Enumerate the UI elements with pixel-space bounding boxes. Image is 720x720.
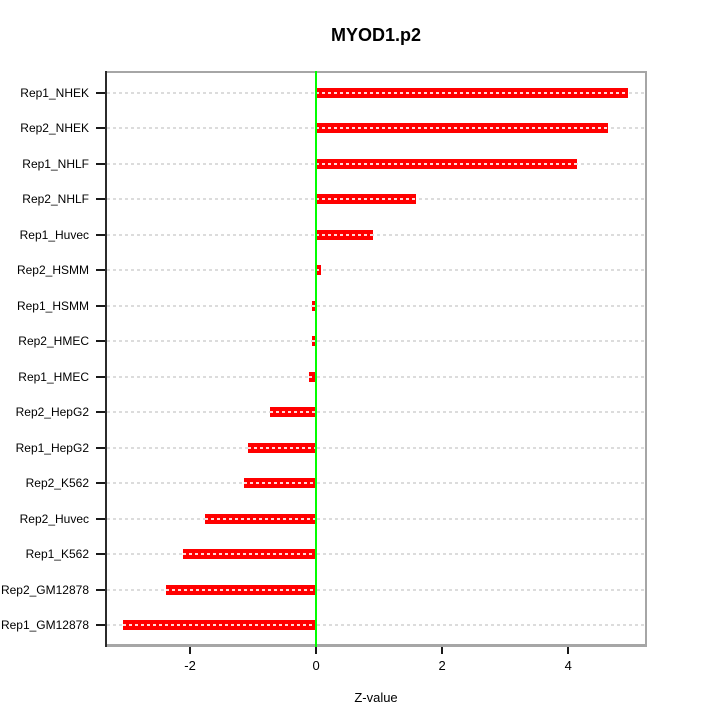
row-gridline bbox=[107, 411, 645, 414]
y-axis-tick bbox=[96, 482, 105, 485]
plot-border-top bbox=[105, 71, 647, 73]
bar-center-dash bbox=[316, 198, 417, 201]
row-gridline bbox=[107, 304, 645, 307]
x-axis-tick bbox=[315, 647, 318, 654]
row-gridline bbox=[107, 269, 645, 272]
y-axis-tick bbox=[96, 233, 105, 236]
y-axis-label: Rep1_HMEC bbox=[18, 369, 89, 384]
y-axis-tick bbox=[96, 269, 105, 272]
y-axis-tick bbox=[96, 517, 105, 520]
y-axis-label: Rep2_HepG2 bbox=[15, 405, 89, 420]
bar-center-dash bbox=[309, 375, 317, 378]
bar-rep2_hepg2 bbox=[270, 407, 317, 418]
y-axis-tick bbox=[96, 588, 105, 591]
y-axis-line bbox=[105, 71, 107, 647]
bar-rep1_hmec bbox=[309, 371, 317, 382]
y-axis-label: Rep2_NHEK bbox=[20, 121, 89, 136]
bar-rep1_k562 bbox=[182, 549, 317, 560]
bar-rep2_hmec bbox=[311, 336, 317, 347]
y-axis-tick bbox=[96, 411, 105, 414]
bar-center-dash bbox=[182, 553, 317, 556]
y-axis-tick bbox=[96, 446, 105, 449]
x-axis-tick bbox=[189, 647, 192, 654]
y-axis-tick bbox=[96, 375, 105, 378]
row-gridline bbox=[107, 553, 645, 556]
bar-center-dash bbox=[316, 91, 629, 94]
bar-rep1_nhek bbox=[316, 87, 629, 98]
x-axis-tick-label: -2 bbox=[184, 658, 196, 673]
y-axis-tick bbox=[96, 162, 105, 165]
y-axis-label: Rep2_HMEC bbox=[18, 334, 89, 349]
y-axis-label: Rep1_HepG2 bbox=[15, 440, 89, 455]
y-axis-tick bbox=[96, 127, 105, 130]
bar-center-dash bbox=[122, 624, 317, 627]
x-axis-tick bbox=[567, 647, 570, 654]
bar-rep1_gm12878 bbox=[122, 620, 317, 631]
row-gridline bbox=[107, 233, 645, 236]
y-axis-tick bbox=[96, 624, 105, 627]
bar-center-dash bbox=[270, 411, 317, 414]
row-gridline bbox=[107, 624, 645, 627]
y-axis-tick bbox=[96, 198, 105, 201]
bar-center-dash bbox=[311, 340, 317, 343]
y-axis-tick bbox=[96, 304, 105, 307]
y-axis-label: Rep2_NHLF bbox=[22, 192, 89, 207]
plot-border-bottom bbox=[105, 644, 647, 647]
y-axis-tick bbox=[96, 553, 105, 556]
y-axis-label: Rep1_GM12878 bbox=[0, 618, 89, 633]
y-axis-label: Rep1_K562 bbox=[25, 547, 89, 562]
y-axis-label: Rep1_Huvec bbox=[19, 227, 89, 242]
y-axis-label: Rep2_K562 bbox=[25, 476, 89, 491]
chart-title: MYOD1.p2 bbox=[330, 25, 422, 45]
y-axis-tick bbox=[96, 340, 105, 343]
bar-center-dash bbox=[316, 127, 608, 130]
bar-rep2_nhek bbox=[316, 123, 608, 134]
row-gridline bbox=[107, 340, 645, 343]
bar-center-dash bbox=[311, 304, 317, 307]
y-axis-tick bbox=[96, 91, 105, 94]
plot-area: Rep1_NHEK Rep2_NHEK Rep1_NHLF Rep2_NHLF Rep1… bbox=[1, 71, 647, 673]
row-gridline bbox=[107, 375, 645, 378]
x-axis-tick-label: 0 bbox=[312, 658, 320, 673]
y-axis-label: Rep1_NHEK bbox=[20, 85, 89, 100]
x-axis-tick-label: 2 bbox=[438, 658, 446, 673]
y-axis-label: Rep1_HSMM bbox=[16, 298, 89, 313]
bar-rep1_huvec bbox=[316, 229, 373, 240]
x-axis-tick bbox=[441, 647, 444, 654]
row-gridline bbox=[107, 482, 645, 485]
bar-center-dash bbox=[204, 517, 317, 520]
bar-rep2_hsmm bbox=[316, 265, 322, 276]
zero-reference-line bbox=[315, 71, 318, 647]
y-axis-label: Rep2_HSMM bbox=[16, 263, 89, 278]
bar-rep2_gm12878 bbox=[166, 584, 317, 595]
bar-rep2_huvec bbox=[204, 513, 317, 524]
bar-center-dash bbox=[244, 482, 317, 485]
row-gridline bbox=[107, 588, 645, 591]
bar-center-dash bbox=[166, 588, 317, 591]
row-gridline bbox=[107, 517, 645, 520]
bar-rep1_hepg2 bbox=[248, 442, 317, 453]
y-axis-label: Rep2_Huvec bbox=[19, 511, 89, 526]
plot-border-right bbox=[645, 71, 647, 647]
bar-center-dash bbox=[248, 446, 317, 449]
bar-rep2_nhlf bbox=[316, 194, 417, 205]
bar-center-dash bbox=[316, 233, 373, 236]
bar-rep1_nhlf bbox=[316, 158, 578, 169]
y-axis-label: Rep2_GM12878 bbox=[0, 582, 89, 597]
x-axis-tick-label: 4 bbox=[564, 658, 572, 673]
x-axis-title: Z-value bbox=[354, 690, 398, 705]
row-gridline bbox=[107, 446, 645, 449]
bar-center-dash bbox=[316, 162, 578, 165]
bar-center-dash bbox=[316, 269, 322, 272]
bar-rep1_hsmm bbox=[311, 300, 317, 311]
y-axis-label: Rep1_NHLF bbox=[22, 156, 89, 171]
bar-rep2_k562 bbox=[244, 478, 317, 489]
